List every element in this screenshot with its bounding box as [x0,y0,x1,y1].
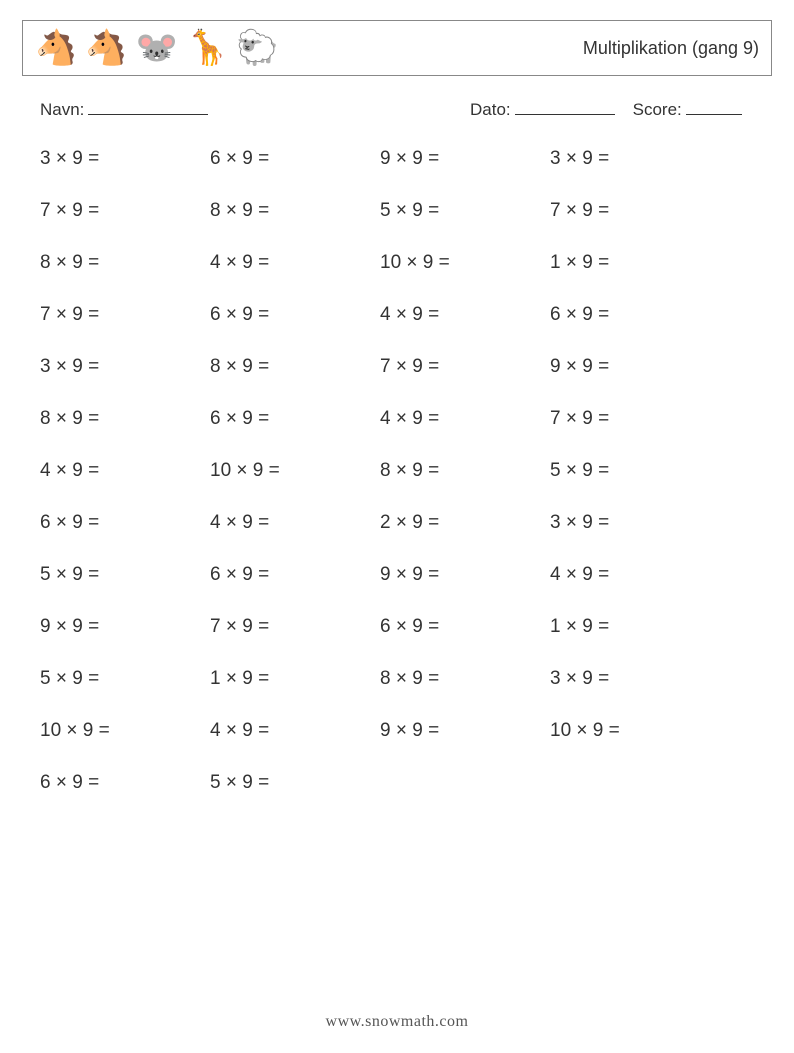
problem-cell: 4 × 9 = [380,408,550,430]
problem-cell: 9 × 9 = [380,720,550,742]
problem-row: 8 × 9 =6 × 9 =4 × 9 =7 × 9 = [40,408,754,430]
problem-cell: 9 × 9 = [40,616,210,638]
animal-icon-3: 🦒 [186,31,228,65]
problem-row: 7 × 9 =8 × 9 =5 × 9 =7 × 9 = [40,200,754,222]
problem-cell: 4 × 9 = [40,460,210,482]
animal-icon-1: 🐴 [85,31,127,65]
problem-cell: 8 × 9 = [210,200,380,222]
worksheet-grid: 3 × 9 =6 × 9 =9 × 9 =3 × 9 =7 × 9 =8 × 9… [22,148,772,794]
name-field: Navn: [40,100,470,120]
problem-cell: 4 × 9 = [210,252,380,274]
header-box: 🐴🐴 🐭🦒🐑 Multiplikation (gang 9) [22,20,772,76]
date-label: Dato: [470,100,511,119]
problem-cell: 1 × 9 = [210,668,380,690]
problem-cell: 5 × 9 = [40,668,210,690]
problem-cell: 3 × 9 = [550,512,720,534]
footer-url: www.snowmath.com [0,1013,794,1031]
problem-cell: 8 × 9 = [210,356,380,378]
problem-cell: 4 × 9 = [210,512,380,534]
problem-row: 3 × 9 =8 × 9 =7 × 9 =9 × 9 = [40,356,754,378]
name-blank[interactable] [88,114,208,115]
worksheet-title: Multiplikation (gang 9) [583,38,759,59]
problem-row: 8 × 9 =4 × 9 =10 × 9 =1 × 9 = [40,252,754,274]
problem-cell: 3 × 9 = [40,356,210,378]
problem-row: 3 × 9 =6 × 9 =9 × 9 =3 × 9 = [40,148,754,170]
problem-cell: 1 × 9 = [550,252,720,274]
problem-cell: 3 × 9 = [550,668,720,690]
problem-cell: 8 × 9 = [380,460,550,482]
problem-cell: 2 × 9 = [380,512,550,534]
problem-cell: 7 × 9 = [380,356,550,378]
problem-cell: 5 × 9 = [210,772,380,794]
problem-cell: 6 × 9 = [380,616,550,638]
problem-row: 6 × 9 =4 × 9 =2 × 9 =3 × 9 = [40,512,754,534]
info-row: Navn: Dato: Score: [22,100,772,120]
problem-cell: 7 × 9 = [550,200,720,222]
problem-cell: 4 × 9 = [210,720,380,742]
problem-cell: 9 × 9 = [380,148,550,170]
problem-cell: 10 × 9 = [550,720,720,742]
problem-cell: 10 × 9 = [210,460,380,482]
problem-cell: 5 × 9 = [550,460,720,482]
problem-cell: 6 × 9 = [210,148,380,170]
name-label: Navn: [40,100,84,119]
problem-cell: 10 × 9 = [40,720,210,742]
animal-icon-2: 🐭 [136,31,178,65]
date-field: Dato: [470,100,615,120]
problem-row: 9 × 9 =7 × 9 =6 × 9 =1 × 9 = [40,616,754,638]
problem-row: 5 × 9 =1 × 9 =8 × 9 =3 × 9 = [40,668,754,690]
animal-icon-0: 🐴 [35,31,77,65]
problem-cell: 4 × 9 = [550,564,720,586]
score-blank[interactable] [686,114,742,115]
problem-cell: 5 × 9 = [40,564,210,586]
date-blank[interactable] [515,114,615,115]
score-label: Score: [633,100,682,119]
animal-row: 🐴🐴 🐭🦒🐑 [35,31,279,65]
problem-cell: 5 × 9 = [380,200,550,222]
problem-cell: 6 × 9 = [210,564,380,586]
problem-cell: 6 × 9 = [550,304,720,326]
problem-cell: 8 × 9 = [40,408,210,430]
problem-row: 6 × 9 =5 × 9 = [40,772,754,794]
problem-cell: 6 × 9 = [40,772,210,794]
problem-cell: 3 × 9 = [550,148,720,170]
problem-row: 5 × 9 =6 × 9 =9 × 9 =4 × 9 = [40,564,754,586]
problem-cell: 3 × 9 = [40,148,210,170]
problem-cell: 7 × 9 = [40,304,210,326]
problem-cell: 10 × 9 = [380,252,550,274]
problem-cell: 7 × 9 = [210,616,380,638]
problem-row: 4 × 9 =10 × 9 =8 × 9 =5 × 9 = [40,460,754,482]
problem-cell: 7 × 9 = [550,408,720,430]
score-field: Score: [633,100,742,120]
problem-cell: 6 × 9 = [210,304,380,326]
problem-cell: 4 × 9 = [380,304,550,326]
animal-icon-4: 🐑 [236,31,278,65]
problem-cell: 1 × 9 = [550,616,720,638]
problem-row: 7 × 9 =6 × 9 =4 × 9 =6 × 9 = [40,304,754,326]
problem-cell: 8 × 9 = [40,252,210,274]
problem-row: 10 × 9 =4 × 9 =9 × 9 =10 × 9 = [40,720,754,742]
problem-cell: 7 × 9 = [40,200,210,222]
problem-cell: 6 × 9 = [40,512,210,534]
problem-cell: 9 × 9 = [380,564,550,586]
problem-cell: 9 × 9 = [550,356,720,378]
problem-cell: 6 × 9 = [210,408,380,430]
problem-cell: 8 × 9 = [380,668,550,690]
